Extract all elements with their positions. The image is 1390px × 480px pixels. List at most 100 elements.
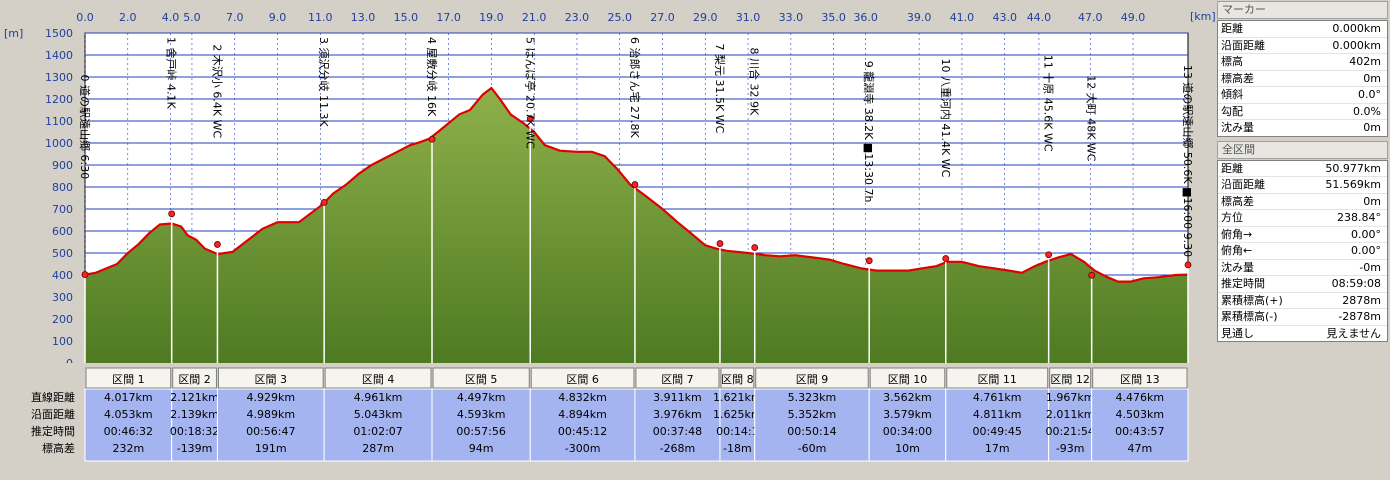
y-tick-label: 100 xyxy=(52,335,73,348)
waypoint-label: 10 八重河内 41.4K WC xyxy=(939,59,953,178)
total-info-table: 距離 50.977km 沿面距離 51.569km 標高差 0m 方位 238.84° 俯角→ 0… xyxy=(1217,159,1388,342)
section-data-cell xyxy=(216,388,325,462)
section-name: 区間 3 xyxy=(255,373,288,386)
x-tick-label: 31.0 xyxy=(736,11,761,24)
y-tick-label: 300 xyxy=(52,291,73,304)
section-header-cell[interactable] xyxy=(1049,367,1092,389)
info-key: 標高差 xyxy=(1221,71,1254,85)
waypoint-marker[interactable] xyxy=(751,244,759,251)
y-axis-label: [m] xyxy=(4,27,23,40)
section-header-cell[interactable] xyxy=(85,367,172,389)
info-value: 402m xyxy=(1349,55,1381,68)
waypoint-marker[interactable] xyxy=(865,257,873,265)
waypoint-marker[interactable] xyxy=(1088,271,1096,279)
waypoint-label: 1 舍戸峠 4.1K xyxy=(165,37,179,109)
x-axis-label: [km] xyxy=(1190,10,1215,23)
x-tick-label: 0.0 xyxy=(76,11,94,24)
info-row: 方位 238.84° xyxy=(1218,210,1387,227)
y-tick-label: 800 xyxy=(52,181,73,194)
waypoint-marker[interactable] xyxy=(168,210,176,218)
waypoint-marker[interactable] xyxy=(526,115,534,122)
info-value: 0.000km xyxy=(1332,22,1381,35)
x-tick-label: 21.0 xyxy=(522,11,547,24)
section-header-cell[interactable] xyxy=(946,367,1049,389)
info-row: 累積標高(-) -2878m xyxy=(1218,309,1387,326)
waypoint-marker[interactable] xyxy=(631,181,639,188)
section-header-cell[interactable] xyxy=(755,367,869,389)
section-value: 00:18:32 xyxy=(170,425,219,438)
section-value: 00:56:47 xyxy=(246,425,295,438)
info-value: 50.977km xyxy=(1325,161,1381,175)
waypoint-marker[interactable] xyxy=(1045,251,1053,259)
info-key: 距離 xyxy=(1221,22,1243,35)
info-row: 推定時間 08:59:08 xyxy=(1218,276,1387,293)
y-tick-label: 1200 xyxy=(45,93,73,106)
info-key: 沈み量 xyxy=(1221,260,1254,274)
waypoint-label: 11 十原 45.6K WC xyxy=(1042,55,1056,152)
waypoint-marker[interactable] xyxy=(214,241,221,248)
waypoint-marker[interactable] xyxy=(942,255,950,262)
waypoint-marker[interactable] xyxy=(428,135,436,143)
section-value: 4.811km xyxy=(973,408,1022,421)
section-data-cell xyxy=(171,388,218,462)
info-value: 0.0% xyxy=(1353,104,1381,118)
info-row: 累積標高(+) 2878m xyxy=(1218,293,1387,309)
section-value: -93m xyxy=(1056,442,1085,455)
section-header-cell[interactable] xyxy=(432,367,530,389)
section-header-cell[interactable] xyxy=(720,367,755,389)
section-header-cell[interactable] xyxy=(530,367,635,389)
section-value: 4.053km xyxy=(104,408,153,421)
y-tick-label: 700 xyxy=(52,203,73,216)
info-value: 0.00° xyxy=(1351,244,1381,257)
y-tick-label: 400 xyxy=(52,269,73,282)
info-key: 距離 xyxy=(1221,161,1243,175)
section-value: 47m xyxy=(1127,442,1152,455)
y-tick-label: 200 xyxy=(52,313,73,326)
info-key: 方位 xyxy=(1221,211,1243,224)
info-value: -2878m xyxy=(1338,310,1381,323)
section-value: 00:46:32 xyxy=(104,425,153,438)
section-value: 1.967km xyxy=(1046,391,1095,404)
x-tick-label: 23.0 xyxy=(565,11,590,24)
section-value: 5.323km xyxy=(788,391,837,404)
waypoint-marker[interactable] xyxy=(1184,261,1192,269)
info-key: 沈み量 xyxy=(1221,121,1254,134)
info-key: 沿面距離 xyxy=(1221,38,1265,52)
section-value: 5.043km xyxy=(354,408,403,421)
waypoint-label: 5 はんば亭 20.7K WC xyxy=(523,37,537,149)
section-value: 00:37:48 xyxy=(653,425,702,438)
waypoint-label: 3 須沢分岐 11.3K xyxy=(317,37,331,127)
section-value: 4.497km xyxy=(457,391,506,404)
section-data-cell xyxy=(945,388,1050,462)
section-data-cell xyxy=(754,388,870,462)
info-key: 俯角→ xyxy=(1221,227,1253,241)
info-value: 51.569km xyxy=(1325,178,1381,191)
x-tick-label: 43.0 xyxy=(992,11,1017,24)
elevation-line xyxy=(84,86,1189,283)
info-row: 俯角← 0.00° xyxy=(1218,243,1387,260)
section-name: 区間 10 xyxy=(888,373,928,386)
waypoint-marker[interactable] xyxy=(320,198,328,206)
waypoint-marker[interactable] xyxy=(716,240,724,247)
waypoint-label: 7 梨元 31.5K WC xyxy=(713,44,727,134)
section-header-cell[interactable] xyxy=(1092,367,1188,389)
section-header-cell[interactable] xyxy=(324,367,432,389)
section-name: 区間 1 xyxy=(112,373,145,386)
section-value: 4.894km xyxy=(558,408,607,421)
section-value: 10m xyxy=(895,442,920,455)
waypoint-label: 6 治郎さん宅 27.8K xyxy=(628,37,642,138)
section-header-cell[interactable] xyxy=(869,367,946,389)
marker-info-table: 距離 0.000km 沿面距離 0.000km 標高 402m 標高差 0m 傾斜 0.0° 勾配 0… xyxy=(1217,20,1388,137)
section-name: 区間 13 xyxy=(1120,373,1160,386)
x-tick-label: 11.0 xyxy=(308,11,333,24)
waypoint-marker[interactable] xyxy=(81,271,89,278)
section-header-cell[interactable] xyxy=(172,367,217,389)
y-tick-label: 1400 xyxy=(45,49,73,62)
section-header-cell[interactable] xyxy=(635,367,720,389)
info-value: 238.84° xyxy=(1337,211,1381,224)
section-value: -139m xyxy=(177,442,213,455)
x-tick-label: 27.0 xyxy=(650,11,675,24)
section-value: 4.503km xyxy=(1116,408,1165,421)
section-header-cell[interactable] xyxy=(217,367,324,389)
info-row: 勾配 0.0% xyxy=(1218,104,1387,120)
